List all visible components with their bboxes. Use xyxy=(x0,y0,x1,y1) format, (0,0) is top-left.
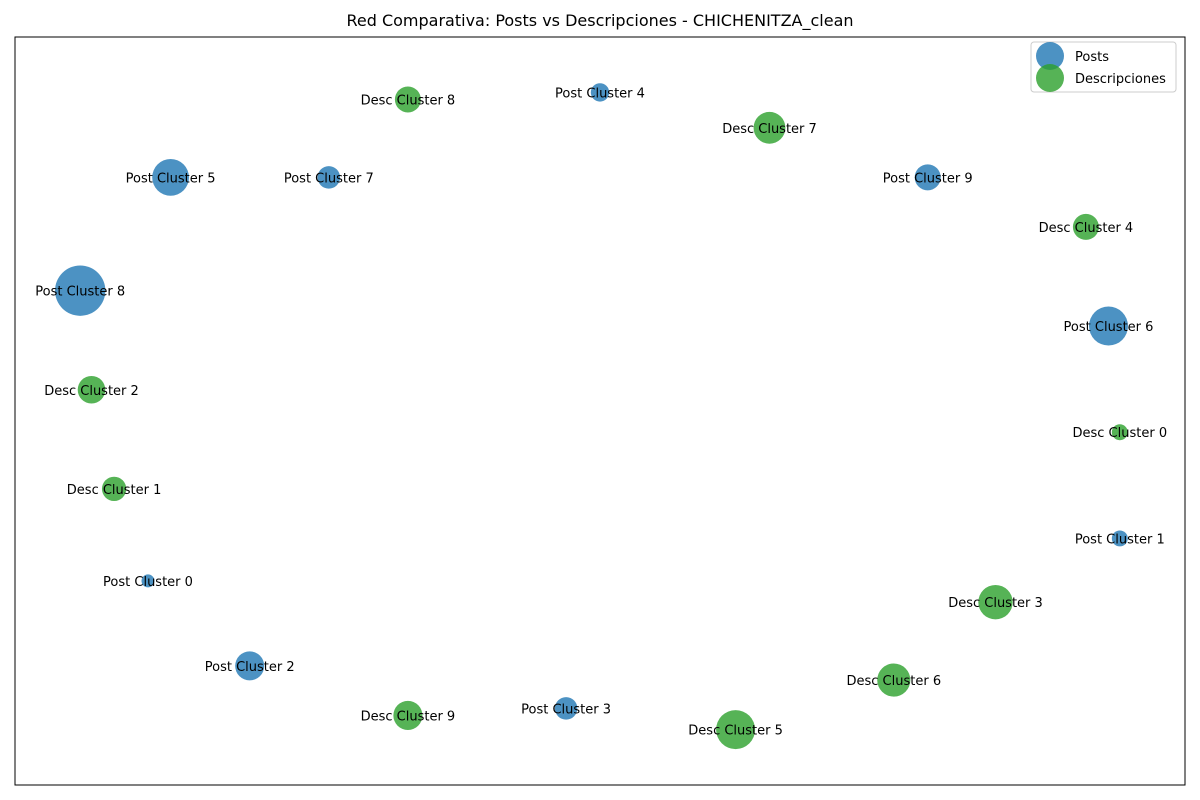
node-label: Post Cluster 7 xyxy=(284,171,374,186)
node-post-cluster-3: Post Cluster 3 xyxy=(521,697,611,720)
node-post-cluster-1: Post Cluster 1 xyxy=(1075,530,1165,547)
node-marker xyxy=(716,710,756,750)
node-marker xyxy=(978,584,1013,620)
node-label: Desc Cluster 4 xyxy=(1039,221,1134,236)
node-label: Desc Cluster 9 xyxy=(361,709,456,724)
node-marker xyxy=(753,111,786,144)
node-marker xyxy=(1089,306,1128,346)
node-desc-cluster-7: Desc Cluster 7 xyxy=(722,111,817,144)
node-label: Post Cluster 5 xyxy=(126,171,216,186)
node-marker xyxy=(101,476,127,502)
node-label: Desc Cluster 5 xyxy=(688,724,783,739)
node-label: Post Cluster 6 xyxy=(1064,320,1154,335)
node-label: Desc Cluster 8 xyxy=(361,93,456,108)
node-label: Desc Cluster 3 xyxy=(948,596,1043,611)
legend-label-descripciones: Descripciones xyxy=(1075,72,1166,87)
node-label: Desc Cluster 2 xyxy=(44,384,139,399)
node-label: Desc Cluster 1 xyxy=(67,483,162,498)
node-marker xyxy=(77,375,106,404)
node-marker xyxy=(554,697,578,720)
node-post-cluster-0: Post Cluster 0 xyxy=(103,574,193,590)
node-desc-cluster-4: Desc Cluster 4 xyxy=(1039,213,1134,240)
node-post-cluster-9: Post Cluster 9 xyxy=(883,164,973,191)
node-desc-cluster-5: Desc Cluster 5 xyxy=(688,710,783,750)
node-label: Desc Cluster 7 xyxy=(722,122,817,137)
node-label: Post Cluster 4 xyxy=(555,86,645,101)
node-desc-cluster-2: Desc Cluster 2 xyxy=(44,375,139,404)
node-marker xyxy=(393,700,423,730)
node-label: Post Cluster 2 xyxy=(205,660,295,675)
node-marker xyxy=(141,574,155,588)
legend-marker-posts xyxy=(1036,42,1064,70)
node-desc-cluster-8: Desc Cluster 8 xyxy=(361,86,456,113)
node-marker xyxy=(877,663,911,697)
nodes-layer: Post Cluster 0 Post Cluster 1 Post Cluster… xyxy=(35,83,1167,750)
node-marker xyxy=(317,166,341,189)
node-post-cluster-4: Post Cluster 4 xyxy=(555,83,645,102)
legend-label-posts: Posts xyxy=(1075,50,1109,65)
chart-title: Red Comparativa: Posts vs Descripciones … xyxy=(346,11,854,30)
node-label: Post Cluster 1 xyxy=(1075,532,1165,547)
node-label: Post Cluster 3 xyxy=(521,702,611,717)
node-desc-cluster-1: Desc Cluster 1 xyxy=(67,476,162,502)
node-marker xyxy=(235,651,265,681)
node-marker xyxy=(152,158,189,196)
node-label: Post Cluster 9 xyxy=(883,171,973,186)
legend: Posts Descripciones xyxy=(1030,41,1177,93)
node-label: Post Cluster 0 xyxy=(103,575,193,590)
node-post-cluster-2: Post Cluster 2 xyxy=(205,651,295,681)
node-label: Desc Cluster 6 xyxy=(846,674,941,689)
node-marker xyxy=(55,265,106,316)
legend-marker-descripciones xyxy=(1036,64,1064,92)
node-desc-cluster-9: Desc Cluster 9 xyxy=(361,700,456,730)
node-label: Desc Cluster 0 xyxy=(1072,426,1167,441)
node-desc-cluster-0: Desc Cluster 0 xyxy=(1072,424,1167,441)
node-post-cluster-8: Post Cluster 8 xyxy=(35,265,125,316)
node-post-cluster-5: Post Cluster 5 xyxy=(126,158,216,196)
node-marker xyxy=(1111,424,1128,441)
node-marker xyxy=(590,83,610,102)
node-post-cluster-6: Post Cluster 6 xyxy=(1064,306,1154,346)
node-desc-cluster-3: Desc Cluster 3 xyxy=(948,584,1043,620)
node-label: Post Cluster 8 xyxy=(35,285,125,300)
node-desc-cluster-6: Desc Cluster 6 xyxy=(846,663,941,697)
plot-area-frame xyxy=(14,36,1186,786)
node-marker xyxy=(1072,213,1099,240)
node-post-cluster-7: Post Cluster 7 xyxy=(284,166,374,189)
node-marker xyxy=(1111,530,1128,547)
legend-box xyxy=(1030,41,1177,93)
node-marker xyxy=(914,164,941,191)
node-marker xyxy=(394,86,421,113)
